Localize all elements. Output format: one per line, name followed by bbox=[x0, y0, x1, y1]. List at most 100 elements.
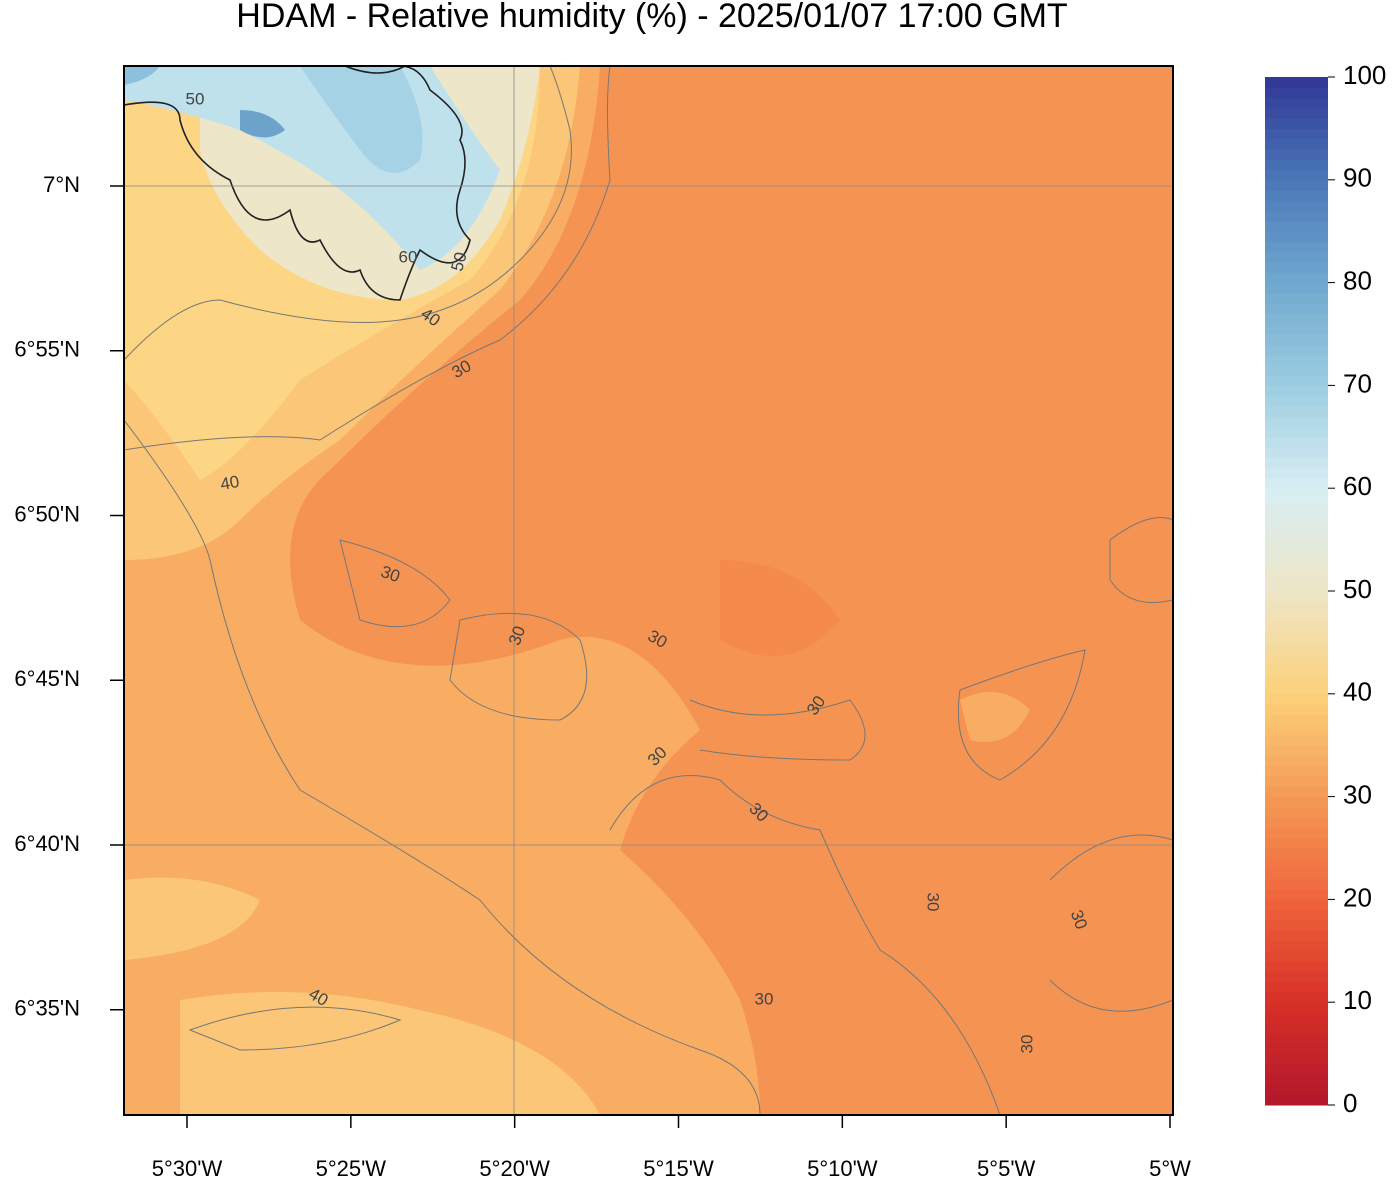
colorbar-step bbox=[1265, 508, 1328, 520]
colorbar-step bbox=[1265, 570, 1328, 582]
colorbar-step bbox=[1265, 303, 1328, 314]
title: HDAM - Relative humidity (%) - 2025/01/0… bbox=[236, 0, 1067, 35]
colorbar-step bbox=[1265, 961, 1328, 972]
colorbar-step bbox=[1265, 241, 1328, 253]
colorbar-step bbox=[1265, 981, 1328, 993]
colorbar-step bbox=[1265, 477, 1328, 489]
colorbar-step bbox=[1265, 704, 1328, 715]
colorbar-step bbox=[1265, 467, 1328, 479]
colorbar-step bbox=[1265, 138, 1328, 150]
colorbar-step bbox=[1265, 231, 1328, 242]
colorbar-step bbox=[1265, 375, 1328, 386]
colorbar-step bbox=[1265, 734, 1328, 746]
colorbar-step bbox=[1265, 745, 1328, 756]
colorbar-step bbox=[1265, 673, 1328, 685]
colorbar-step bbox=[1265, 909, 1328, 921]
x-tick-label: 5°15'W bbox=[643, 1156, 714, 1181]
colorbar-step bbox=[1265, 272, 1328, 284]
colorbar-step bbox=[1265, 179, 1328, 191]
colorbar-step bbox=[1265, 529, 1328, 541]
colorbar-step bbox=[1265, 364, 1328, 376]
y-tick-label: 6°35'N bbox=[14, 996, 80, 1021]
colorbar-step bbox=[1265, 1043, 1328, 1055]
colorbar-step bbox=[1265, 786, 1328, 798]
colorbar-label: 100 bbox=[1343, 60, 1386, 90]
colorbar-step bbox=[1265, 457, 1328, 469]
colorbar-step bbox=[1265, 210, 1328, 222]
contour-label: 40 bbox=[219, 472, 241, 494]
colorbar-step bbox=[1265, 919, 1328, 931]
x-tick-label: 5°5'W bbox=[977, 1156, 1035, 1181]
colorbar-step bbox=[1265, 714, 1328, 726]
colorbar-step bbox=[1265, 447, 1328, 458]
colorbar-step bbox=[1265, 148, 1328, 160]
colorbar-step bbox=[1265, 118, 1328, 129]
colorbar-step bbox=[1265, 251, 1328, 263]
colorbar-label: 90 bbox=[1343, 163, 1372, 193]
colorbar-step bbox=[1265, 334, 1328, 345]
colorbar-step bbox=[1265, 220, 1328, 232]
colorbar-label: 10 bbox=[1343, 985, 1372, 1015]
colorbar-step bbox=[1265, 1022, 1328, 1034]
colorbar-step bbox=[1265, 488, 1328, 499]
y-tick-label: 6°40'N bbox=[14, 831, 80, 856]
colorbar-step bbox=[1265, 827, 1328, 839]
colorbar-step bbox=[1265, 662, 1328, 674]
colorbar-step bbox=[1265, 87, 1328, 99]
colorbar-step bbox=[1265, 868, 1328, 880]
colorbar-step bbox=[1265, 159, 1328, 171]
colorbar-step bbox=[1265, 1033, 1328, 1044]
colorbar-step bbox=[1265, 796, 1328, 808]
colorbar-step bbox=[1265, 621, 1328, 633]
colorbar-step bbox=[1265, 858, 1328, 870]
colorbar-step bbox=[1265, 262, 1328, 273]
colorbar-step bbox=[1265, 344, 1328, 356]
y-tick-label: 6°45'N bbox=[14, 666, 80, 691]
contour-label: 30 bbox=[755, 989, 774, 1008]
colorbar-step bbox=[1265, 282, 1328, 294]
contour-label: 50 bbox=[447, 250, 470, 273]
colorbar-step bbox=[1265, 806, 1328, 818]
colorbar-step bbox=[1265, 560, 1328, 571]
colorbar-step bbox=[1265, 837, 1328, 849]
colorbar-step bbox=[1265, 1053, 1328, 1065]
colorbar-step bbox=[1265, 765, 1328, 777]
colorbar: 0 10 20 30 40 50 60 70 80 90 100 bbox=[1265, 60, 1386, 1118]
colorbar-step bbox=[1265, 416, 1328, 428]
y-tick-label: 6°50'N bbox=[14, 501, 80, 526]
colorbar-label: 70 bbox=[1343, 368, 1372, 398]
humidity-field bbox=[124, 66, 1173, 1115]
colorbar-step bbox=[1265, 169, 1328, 181]
colorbar-step bbox=[1265, 190, 1328, 201]
y-tick-label: 6°55'N bbox=[14, 337, 80, 362]
colorbar-step bbox=[1265, 292, 1328, 304]
contour-label: 30 bbox=[924, 893, 943, 912]
colorbar-step bbox=[1265, 1012, 1328, 1024]
colorbar-label: 0 bbox=[1343, 1088, 1357, 1118]
colorbar-step bbox=[1265, 724, 1328, 736]
colorbar-step bbox=[1265, 1084, 1328, 1096]
colorbar-step bbox=[1265, 385, 1328, 397]
y-tick-label: 7°N bbox=[43, 172, 80, 197]
colorbar-step bbox=[1265, 632, 1328, 643]
x-tick-label: 5°W bbox=[1149, 1156, 1191, 1181]
colorbar-step bbox=[1265, 313, 1328, 325]
colorbar-step bbox=[1265, 539, 1328, 551]
colorbar-label: 80 bbox=[1343, 265, 1372, 295]
contour-label: 60 bbox=[399, 247, 418, 266]
x-tick-label: 5°30'W bbox=[152, 1156, 223, 1181]
colorbar-step bbox=[1265, 755, 1328, 767]
colorbar-step bbox=[1265, 971, 1328, 983]
x-tick-label: 5°20'W bbox=[479, 1156, 550, 1181]
colorbar-step bbox=[1265, 642, 1328, 654]
colorbar-step bbox=[1265, 354, 1328, 366]
colorbar-step bbox=[1265, 878, 1328, 890]
colorbar-step bbox=[1265, 611, 1328, 623]
colorbar-step bbox=[1265, 580, 1328, 592]
contour-label: 30 bbox=[1017, 1035, 1036, 1054]
colorbar-step bbox=[1265, 200, 1328, 212]
colorbar-label: 20 bbox=[1343, 882, 1372, 912]
colorbar-step bbox=[1265, 1074, 1328, 1085]
